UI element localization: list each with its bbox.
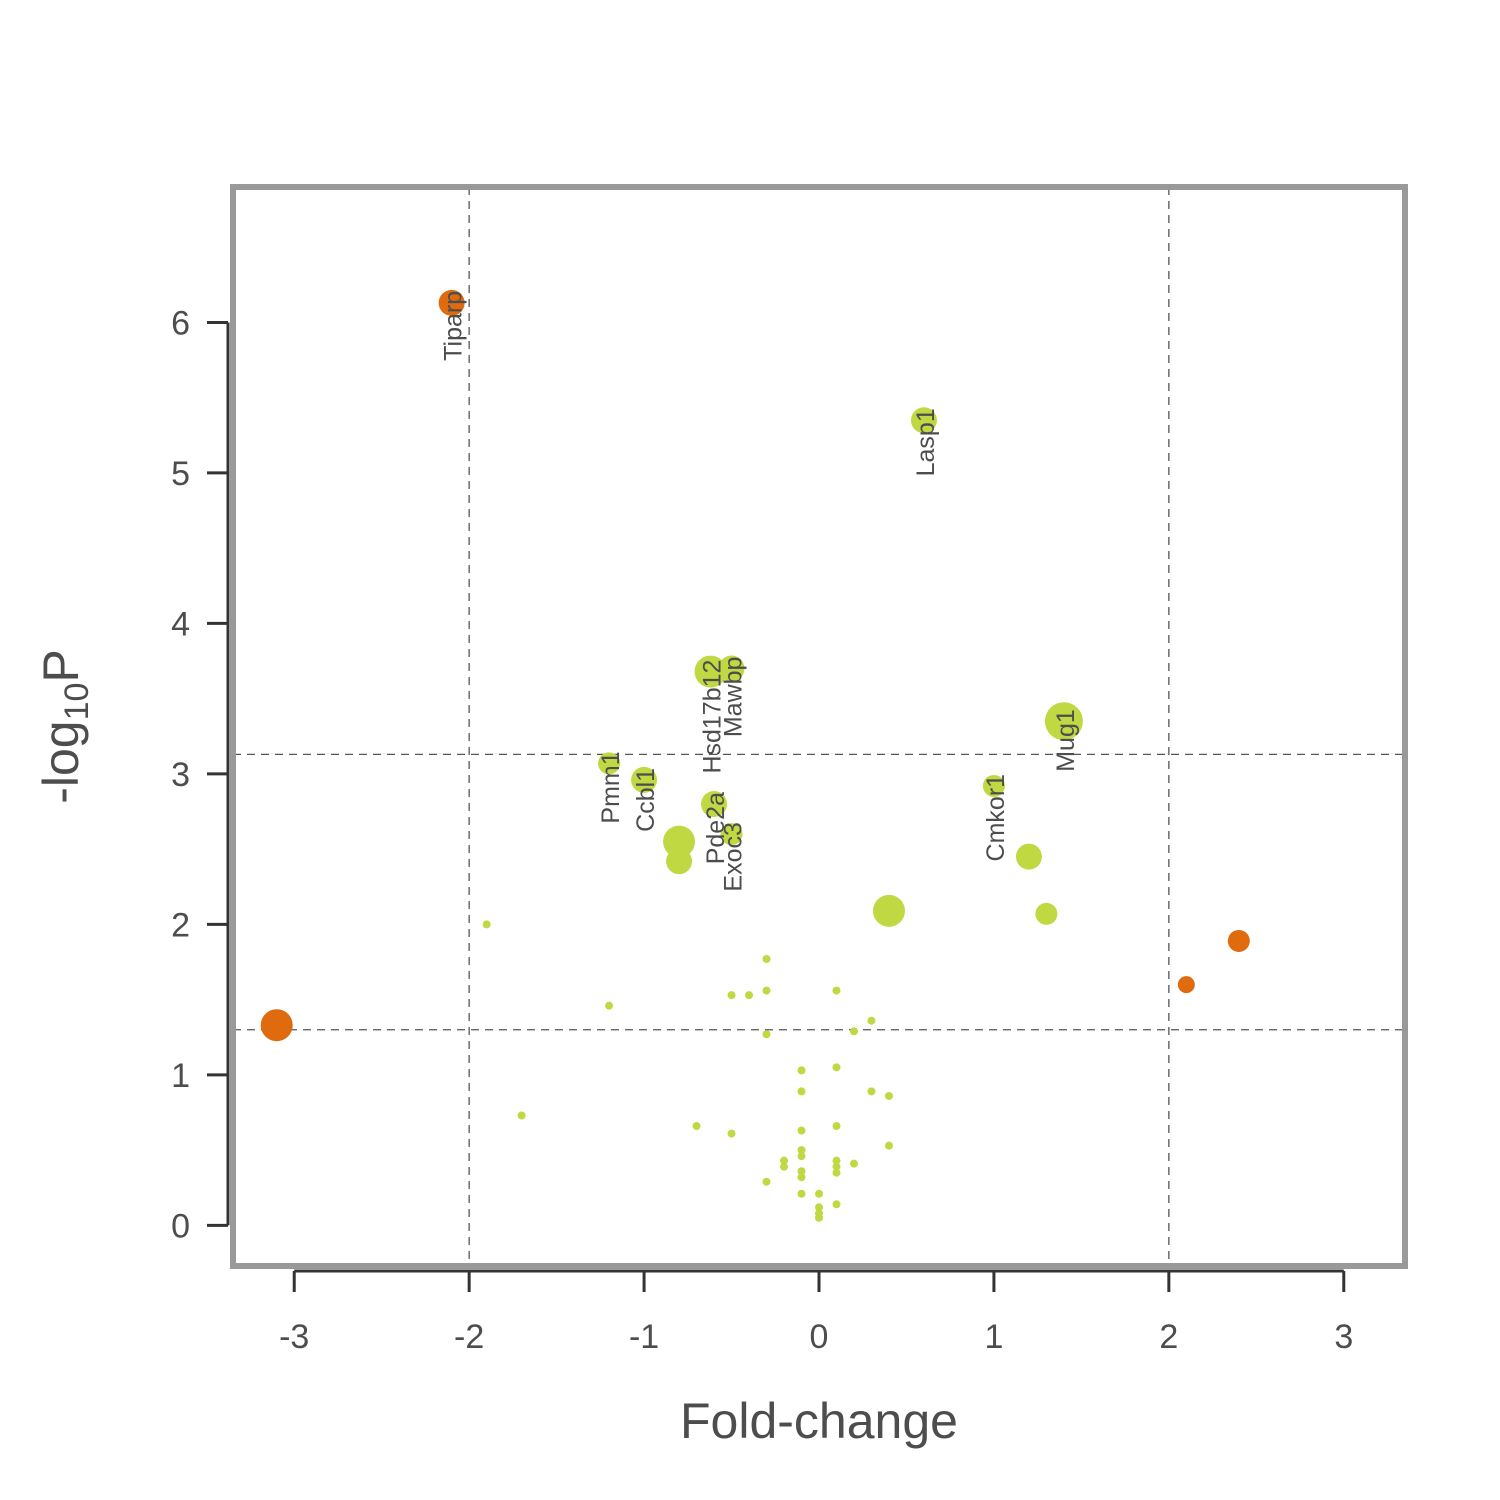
- data-point: [692, 1122, 701, 1131]
- significant-point: [1227, 929, 1250, 952]
- y-tick-label: 3: [171, 756, 190, 794]
- data-point: [663, 825, 696, 858]
- data-point: [517, 1111, 526, 1120]
- data-point: [884, 1141, 893, 1150]
- y-tick-label: 5: [171, 455, 190, 493]
- data-point: [884, 1091, 893, 1100]
- data-point: [797, 1146, 806, 1155]
- data-point: [815, 1189, 823, 1198]
- gene-label: Cmkor1: [982, 774, 1010, 862]
- data-point: [867, 1016, 876, 1025]
- data-point: [797, 1087, 806, 1096]
- data-point: [815, 1203, 823, 1212]
- data-point: [797, 1126, 806, 1135]
- threshold-lines: [233, 187, 1405, 1266]
- gene-label: Exoc3: [720, 822, 748, 891]
- data-point: [727, 1129, 736, 1138]
- y-axis-title-subscript: 10: [58, 683, 96, 721]
- x-tick-label: -1: [629, 1318, 659, 1356]
- data-point: [832, 1156, 841, 1165]
- x-axis: -3 -2 -1 0 1 2 3: [279, 1269, 1353, 1356]
- data-point: [745, 991, 754, 1000]
- data-point: [910, 407, 937, 434]
- data-point: [780, 1162, 789, 1171]
- data-point: [718, 655, 745, 682]
- data-point: [1035, 902, 1058, 925]
- data-point: [832, 1162, 841, 1171]
- data-point: [982, 774, 1005, 797]
- significant-point: [1177, 976, 1195, 994]
- data-point: [762, 1030, 771, 1039]
- y-tick-label: 6: [171, 304, 190, 342]
- x-tick-label: 0: [810, 1318, 829, 1356]
- x-tick-label: -2: [454, 1318, 484, 1356]
- data-point: [872, 894, 905, 927]
- data-point: [832, 1122, 841, 1131]
- data-point: [605, 1001, 614, 1010]
- y-axis-title-base: -log: [33, 720, 89, 803]
- data-point: [797, 1189, 806, 1198]
- data-point: [832, 1168, 841, 1177]
- y-tick-label: 1: [171, 1057, 190, 1095]
- data-point: [832, 986, 841, 995]
- data-points: [260, 289, 1250, 1222]
- y-axis-title-suffix: P: [33, 649, 89, 682]
- y-axis: 0 1 2 3 4 5 6: [171, 304, 230, 1245]
- data-point: [701, 791, 728, 818]
- data-point: [797, 1152, 806, 1161]
- data-point: [482, 920, 491, 929]
- data-point: [720, 823, 743, 846]
- x-tick-label: 2: [1159, 1318, 1178, 1356]
- data-point: [815, 1213, 823, 1222]
- gene-label: Pmm1: [597, 751, 625, 823]
- y-tick-label: 2: [171, 906, 190, 944]
- x-tick-label: 3: [1334, 1318, 1353, 1356]
- y-tick-label: 0: [171, 1207, 190, 1245]
- gene-label: Ccbl1: [632, 768, 660, 832]
- gene-label: Mawbp: [720, 657, 748, 738]
- data-point: [762, 986, 771, 995]
- data-point: [762, 1177, 771, 1186]
- gene-label: Mug1: [1052, 709, 1080, 772]
- y-axis-title: -log10P: [33, 649, 96, 804]
- data-point: [849, 1159, 858, 1168]
- x-axis-title: Fold-change: [680, 1393, 958, 1449]
- data-point: [867, 1087, 876, 1096]
- gene-label: Hsd17b12: [699, 660, 727, 774]
- data-point: [1015, 843, 1042, 870]
- data-point: [780, 1156, 789, 1165]
- data-point: [762, 955, 771, 964]
- data-point: [598, 752, 621, 775]
- data-point: [832, 1063, 841, 1072]
- data-point: [1044, 702, 1083, 741]
- gene-label: Tiparp: [440, 291, 468, 361]
- x-tick-label: -3: [279, 1318, 309, 1356]
- plot-frame: [230, 184, 1408, 1269]
- data-point: [797, 1173, 806, 1182]
- gene-label: Pde2a: [702, 792, 730, 864]
- data-point: [631, 766, 658, 793]
- data-point: [797, 1066, 806, 1075]
- data-point: [849, 1027, 858, 1036]
- data-point: [727, 991, 736, 1000]
- y-tick-label: 4: [171, 605, 190, 643]
- significant-point: [260, 1009, 293, 1042]
- data-point: [797, 1167, 806, 1176]
- x-tick-label: 1: [984, 1318, 1003, 1356]
- significant-point: [438, 289, 465, 316]
- data-point: [832, 1200, 841, 1209]
- data-point: [666, 848, 693, 875]
- data-point: [694, 655, 727, 688]
- gene-label: Lasp1: [912, 408, 940, 476]
